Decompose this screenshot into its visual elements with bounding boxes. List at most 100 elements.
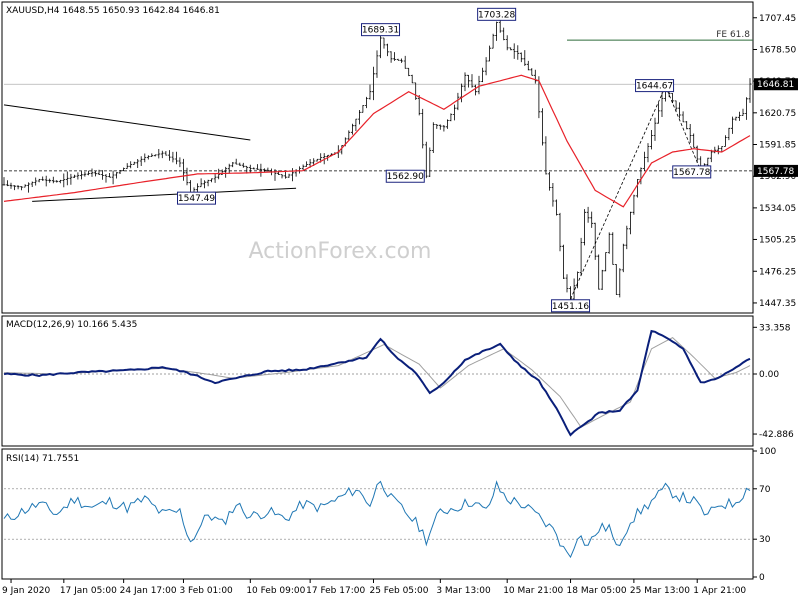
time-tick-label: 10 Mar 21:00 [503, 586, 563, 596]
annotation-box [551, 299, 591, 313]
price-bar [706, 157, 710, 166]
annotation-box [477, 7, 517, 21]
price-bar [414, 82, 418, 100]
price-bar [129, 161, 133, 169]
price-bar [298, 166, 301, 174]
price-bar [220, 169, 224, 175]
rsi-layer [3, 480, 753, 559]
projection-line-1 [570, 86, 666, 300]
price-bar [604, 252, 608, 272]
time-tick-label: 25 Mar 13:00 [630, 586, 690, 596]
price-bar [294, 169, 298, 177]
price-bar [611, 232, 615, 265]
price-bar [530, 68, 534, 76]
price-bar [101, 170, 104, 180]
price-bar [115, 172, 118, 179]
price-bar [210, 178, 213, 183]
chart-header: XAUUSD,H4 1648.55 1650.93 1642.84 1646.8… [6, 6, 220, 16]
price-bar [621, 243, 625, 273]
price-bar [361, 105, 365, 113]
price-bar [55, 180, 59, 183]
price-bar [80, 171, 83, 180]
price-bar [558, 212, 562, 252]
annotation-box [672, 165, 712, 179]
price-bar [27, 182, 30, 193]
price-bar [597, 254, 601, 290]
annotation-label: 1562.90 [387, 172, 424, 182]
price-bar [688, 124, 692, 143]
price-bar [203, 180, 206, 189]
price-bar [583, 209, 586, 246]
price-bar [495, 21, 498, 41]
price-bar [118, 170, 122, 174]
price-tick-label: 1707.45 [759, 14, 796, 24]
price-bar [460, 83, 463, 103]
price-bar [544, 136, 548, 175]
price-bar [709, 149, 713, 163]
price-bar [421, 108, 425, 149]
price-bar [2, 177, 6, 186]
price-bar [291, 168, 294, 182]
price-bar [375, 50, 379, 78]
price-bar [431, 122, 435, 153]
price-bar [175, 151, 178, 165]
time-tick-label: 18 Mar 05:00 [567, 586, 627, 596]
price-bar [407, 67, 411, 77]
price-bar [280, 174, 284, 179]
price-bar [164, 151, 168, 156]
price-bar [724, 135, 727, 147]
price-bar [593, 222, 597, 260]
price-bar [502, 27, 506, 41]
annotation-box [177, 191, 216, 205]
price-bar [738, 111, 741, 121]
price-bar [263, 168, 266, 172]
projection-line-2 [665, 86, 702, 171]
price-layer: FE 61.8 1689.31 1703.28 1562.90 1547.49 1451.… [2, 7, 753, 313]
price-bar [153, 154, 157, 157]
price-bar [569, 286, 572, 302]
price-bar [741, 108, 745, 116]
rsi-label: RSI(14) 71.7551 [6, 454, 79, 464]
fib-label: FE 61.8 [716, 30, 750, 40]
price-bar [150, 153, 154, 157]
price-bar [474, 84, 477, 96]
price-bar [305, 161, 308, 167]
current-price-tag: 1646.81 [757, 80, 794, 90]
price-bar [65, 171, 69, 186]
price-bar [491, 33, 495, 49]
price-bar [347, 130, 351, 141]
price-bar [548, 171, 551, 191]
price-bar [488, 45, 491, 62]
price-bar [586, 206, 590, 223]
price-bar [526, 60, 530, 71]
time-tick-label: 1 Apr 21:00 [693, 586, 746, 596]
time-tick-label: 25 Feb 05:00 [369, 586, 428, 596]
time-tick-label: 10 Feb 09:00 [246, 586, 305, 596]
time-tick-label: 17 Jan 05:00 [60, 586, 117, 596]
price-bar [551, 183, 555, 207]
price-bar [607, 232, 611, 254]
price-bar [351, 123, 354, 135]
price-bar [108, 173, 111, 178]
price-bar [213, 173, 217, 183]
price-bar [614, 264, 618, 295]
price-bar [196, 183, 199, 193]
price-bar [241, 162, 245, 168]
price-bar [90, 168, 94, 177]
price-bar [477, 75, 481, 95]
price-bar [234, 158, 238, 165]
rsi-panel-frame [1, 448, 754, 580]
macd-line [3, 329, 751, 437]
annotation-label: 1703.28 [478, 10, 515, 20]
price-bar [576, 271, 579, 289]
trendline-2 [32, 187, 297, 202]
price-bar [199, 178, 203, 188]
price-tick-label: 1505.25 [759, 235, 796, 245]
price-tick-label: 1534.05 [759, 204, 796, 214]
price-bar [41, 176, 45, 181]
price-bar [695, 145, 699, 163]
price-bar [442, 125, 446, 132]
price-bar [37, 178, 41, 183]
price-bar [625, 225, 629, 250]
price-tick-label: 1562.90 [759, 172, 796, 182]
